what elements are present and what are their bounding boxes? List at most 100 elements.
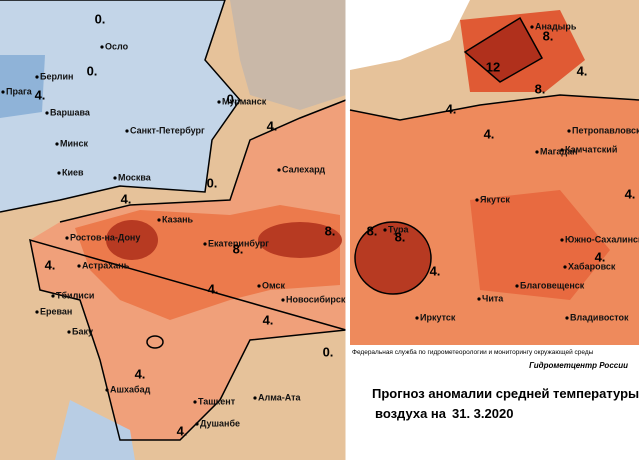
city-dot: [560, 238, 564, 242]
city-label: Анадырь: [535, 21, 577, 31]
sea-area: [230, 0, 346, 110]
hot-core: [106, 220, 158, 260]
city-dot: [515, 284, 519, 288]
city-label: Чита: [482, 293, 504, 303]
city-label: Астрахань: [82, 260, 130, 270]
city-label: Иркутск: [420, 312, 456, 322]
city-label: Ереван: [40, 306, 72, 316]
contour-label: 4.: [208, 281, 219, 296]
center-name: Гидрометцентр России: [529, 361, 628, 370]
contour-label: 4.: [595, 249, 606, 264]
contour-label: 0.: [323, 344, 334, 359]
city-dot: [383, 228, 387, 232]
city-label: Казань: [162, 214, 194, 224]
city-label: Санкт-Петербург: [130, 125, 205, 135]
city-label: Ростов-на-Дону: [70, 232, 140, 242]
city-dot: [57, 171, 61, 175]
contour-label: 8.: [367, 223, 378, 238]
city-dot: [567, 129, 571, 133]
city-label: Москва: [118, 172, 152, 182]
city-dot: [477, 297, 481, 301]
contour-label: 4.: [446, 101, 457, 116]
city-dot: [253, 396, 257, 400]
contour-label: 8.: [395, 229, 406, 244]
city-dot: [415, 316, 419, 320]
cold-area: [55, 400, 135, 460]
contour-label: 0.: [87, 63, 98, 78]
contour-label: 8.: [543, 28, 554, 43]
city-dot: [77, 264, 81, 268]
city-label: Магадан: [540, 146, 578, 156]
city-label: Якутск: [480, 194, 510, 204]
city-label: Прага: [6, 86, 33, 96]
contour-label: 4.: [45, 257, 56, 272]
map-title: воздуха на: [375, 406, 447, 421]
city-label: Ашхабад: [110, 384, 151, 394]
city-dot: [193, 400, 197, 404]
warm-core: [470, 190, 610, 300]
city-label: Алма-Ата: [258, 392, 302, 402]
contour-label: 4.: [484, 126, 495, 141]
city-dot: [51, 294, 55, 298]
city-label: Киев: [62, 167, 84, 177]
city-label: Осло: [105, 41, 129, 51]
contour-label: 4.: [263, 312, 274, 327]
city-dot: [65, 236, 69, 240]
cold-core: [0, 55, 45, 118]
city-dot: [157, 218, 161, 222]
city-dot: [535, 150, 539, 154]
city-label: Тбилиси: [56, 290, 94, 300]
city-dot: [217, 100, 221, 104]
contour-label: 8.: [535, 81, 546, 96]
city-dot: [277, 168, 281, 172]
contour-label: 4.: [177, 423, 188, 438]
city-label: Минск: [60, 138, 88, 148]
city-dot: [35, 310, 39, 314]
city-dot: [55, 142, 59, 146]
contour-label: 0.: [227, 91, 238, 106]
city-dot: [113, 176, 117, 180]
city-label: Варшава: [50, 107, 91, 117]
city-dot: [203, 242, 207, 246]
city-label: Салехард: [282, 164, 325, 174]
city-dot: [1, 90, 5, 94]
city-label: Владивосток: [570, 312, 629, 322]
cold-area: [0, 0, 240, 212]
city-dot: [105, 388, 109, 392]
city-dot: [67, 330, 71, 334]
city-dot: [35, 75, 39, 79]
city-dot: [195, 422, 199, 426]
city-dot: [281, 298, 285, 302]
contour-label: 8.: [325, 223, 336, 238]
city-label: Тура: [388, 224, 410, 234]
contour-label: 4.: [577, 63, 588, 78]
hot-core: [465, 18, 542, 82]
contour-label: 0.: [95, 11, 106, 26]
city-label: Мурманск: [222, 96, 267, 106]
contour-label: 4.: [625, 186, 636, 201]
city-label: Хабаровск: [568, 261, 616, 271]
city-label: Новосибирск: [286, 294, 346, 304]
city-label: Баку: [72, 326, 93, 336]
city-label: Омск: [262, 280, 286, 290]
city-dot: [125, 129, 129, 133]
city-label: Южно-Сахалинск: [565, 234, 639, 244]
legend-box: [349, 345, 639, 460]
contour-label: 4.: [135, 366, 146, 381]
city-label: Екатеринбург: [208, 238, 269, 248]
contour-label: 0.: [207, 175, 218, 190]
city-label: Ташкент: [198, 396, 236, 406]
contour-label: 4.: [267, 118, 278, 133]
ocean: [350, 0, 470, 70]
contour-label: 8.: [233, 241, 244, 256]
map-title: Прогноз аномалии средней температуры: [372, 386, 639, 401]
contour-label: 4.: [121, 191, 132, 206]
map-date: 31. 3.2020: [452, 406, 513, 421]
contour-label: 4.: [35, 87, 46, 102]
contour-label: 4.: [430, 263, 441, 278]
city-label: Душанбе: [200, 418, 240, 428]
city-label: Петропавловск: [572, 125, 639, 135]
city-dot: [560, 148, 564, 152]
